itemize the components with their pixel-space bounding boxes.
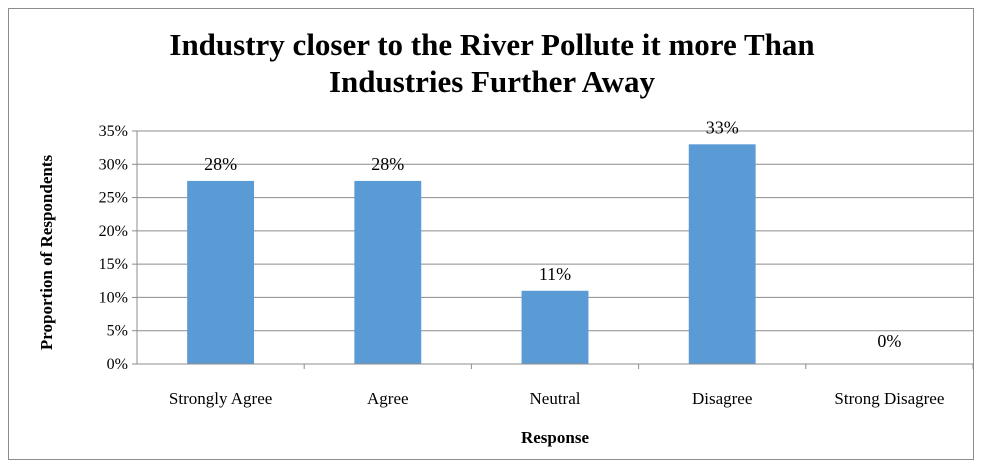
bars [187,144,756,364]
data-label: 28% [204,154,237,174]
chart-title-line1: Industry closer to the River Pollute it … [169,27,815,62]
data-label: 11% [539,264,571,284]
data-label: 0% [877,331,901,351]
x-category-label: Strong Disagree [834,389,944,408]
y-tick-label: 0% [107,356,128,373]
bar [187,180,255,364]
y-tick-label: 25% [99,190,128,207]
y-tick-label: 30% [99,156,128,173]
chart-frame [8,8,974,460]
chart-title: Industry closer to the River Pollute it … [0,26,984,100]
y-tick-label: 15% [99,256,128,273]
bar [354,180,422,364]
axes [132,130,974,369]
x-category-label: Neutral [530,389,581,408]
x-category-label: Strongly Agree [169,389,272,408]
data-labels: 28% 28% 11% 33% 0% [204,117,901,351]
bar [688,144,756,364]
y-tick-label: 5% [107,323,128,340]
y-tick-labels: 0% 5% 10% 15% 20% 25% 30% 35% [99,123,128,373]
bar [521,290,589,364]
x-category-label: Agree [367,389,409,408]
data-label: 28% [371,154,404,174]
y-tick-label: 35% [99,123,128,140]
chart-title-line2: Industries Further Away [328,64,656,99]
y-tick-label: 20% [99,223,128,240]
gridlines [137,130,973,332]
x-axis-title: Response [521,428,589,447]
y-axis-title: Proportion of Respondents [37,155,56,351]
y-tick-label: 10% [99,289,128,306]
data-label: 33% [706,117,739,137]
x-category-labels: Strongly Agree Agree Neutral Disagree Strong… [169,389,945,408]
x-category-label: Disagree [692,389,752,408]
